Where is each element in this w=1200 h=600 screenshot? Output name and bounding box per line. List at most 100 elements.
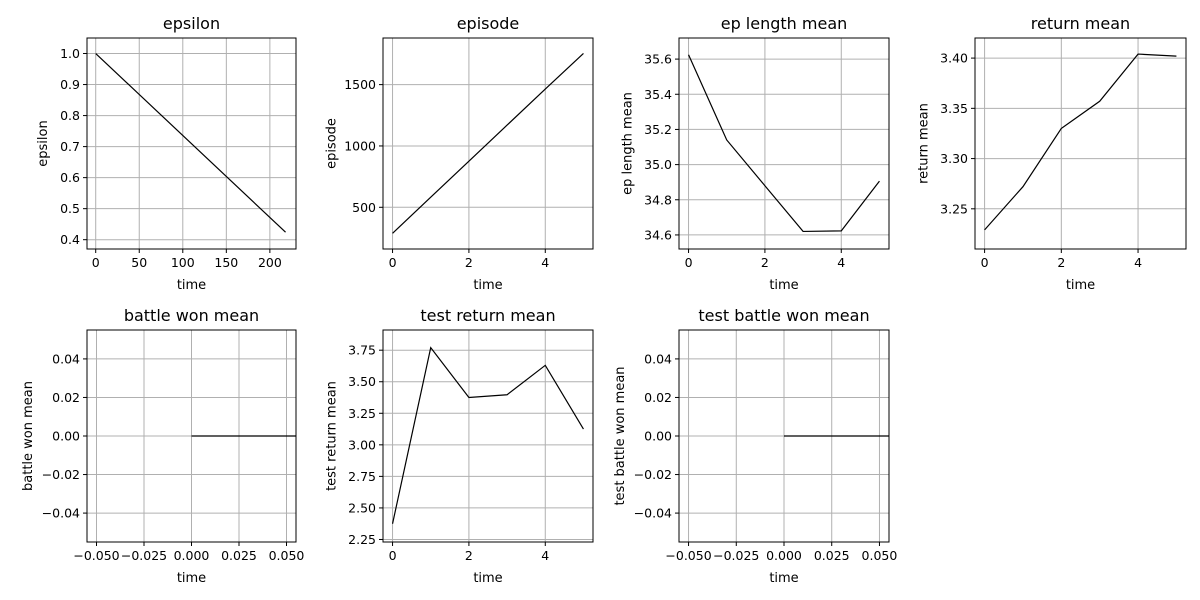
x-tick-label: 2 xyxy=(1057,255,1065,270)
y-tick-label: 2.50 xyxy=(348,500,376,515)
subplot-2: 0 2 4 34.6 34.8 35.0 35.2 35.4 35.6 ep length mea… xyxy=(620,14,890,293)
y-tick-label: −0.02 xyxy=(42,467,80,482)
axes-frame xyxy=(678,37,890,250)
axes-frame xyxy=(86,37,297,250)
x-tick-label: 0 xyxy=(92,255,100,270)
x-tick-label: 100 xyxy=(171,255,195,270)
y-tick-label: 0.04 xyxy=(52,351,80,366)
x-tick-label: 150 xyxy=(214,255,238,270)
axes-frame xyxy=(974,37,1187,250)
subplot-4: −0.050 −0.025 0.000 0.025 0.050 −0.04 −0.02 0.0… xyxy=(21,306,304,586)
x-tick-label: 4 xyxy=(541,548,549,563)
x-tick-label: 0.025 xyxy=(221,548,257,563)
subplot-6: −0.050 −0.025 0.000 0.025 0.050 −0.04 −0.02 0.0… xyxy=(613,306,897,586)
y-axis-label: test battle won mean xyxy=(613,366,628,505)
x-tick-label: −0.050 xyxy=(73,548,119,563)
y-tick-label: 3.75 xyxy=(348,343,376,358)
x-tick-label: 4 xyxy=(541,255,549,270)
x-axis-label: time xyxy=(177,278,206,293)
axes-frame xyxy=(382,329,594,543)
y-tick-label: 1.0 xyxy=(60,46,80,61)
y-tick-label: 0.00 xyxy=(52,429,80,444)
x-tick-label: 2 xyxy=(761,255,769,270)
subplot-title: ep length mean xyxy=(721,14,848,33)
y-tick-label: 2.75 xyxy=(348,469,376,484)
x-axis-label: time xyxy=(769,571,798,586)
x-tick-label: 2 xyxy=(465,255,473,270)
series-line xyxy=(984,53,1177,231)
y-tick-label: 0.6 xyxy=(60,170,80,185)
y-tick-label: 0.5 xyxy=(60,201,80,216)
y-tick-label: −0.04 xyxy=(634,506,672,521)
axes-frame xyxy=(382,37,594,250)
series-line xyxy=(392,53,584,234)
x-tick-label: 50 xyxy=(131,255,147,270)
x-axis-label: time xyxy=(769,278,798,293)
x-tick-label: 0.050 xyxy=(269,548,305,563)
x-tick-label: −0.050 xyxy=(665,548,711,563)
y-tick-label: 0.02 xyxy=(644,390,672,405)
y-tick-label: 3.25 xyxy=(348,406,376,421)
x-tick-label: −0.025 xyxy=(713,548,759,563)
y-tick-label: 0.7 xyxy=(60,139,80,154)
y-tick-label: −0.02 xyxy=(634,467,672,482)
y-tick-label: 34.8 xyxy=(644,192,672,207)
x-axis-label: time xyxy=(473,278,502,293)
y-tick-label: 500 xyxy=(352,200,376,215)
x-tick-label: 0 xyxy=(389,255,397,270)
subplot-title: battle won mean xyxy=(124,306,259,325)
x-axis-label: time xyxy=(177,571,206,586)
series-line xyxy=(688,54,880,233)
subplot-3: 0 2 4 3.25 3.30 3.35 3.40 return mean time return… xyxy=(916,14,1187,293)
y-tick-label: −0.04 xyxy=(42,506,80,521)
y-tick-label: 0.04 xyxy=(644,351,672,366)
y-axis-label: episode xyxy=(324,118,339,169)
x-tick-label: 0.000 xyxy=(174,548,210,563)
y-axis-label: return mean xyxy=(916,103,931,184)
y-tick-label: 35.2 xyxy=(644,122,672,137)
series-line xyxy=(95,53,286,233)
y-tick-label: 0.8 xyxy=(60,108,80,123)
y-tick-label: 35.6 xyxy=(644,52,672,67)
x-tick-label: 0 xyxy=(389,548,397,563)
y-axis-label: test return mean xyxy=(324,381,339,491)
x-tick-label: 0.000 xyxy=(766,548,802,563)
y-tick-label: 3.40 xyxy=(940,51,968,66)
x-tick-label: 200 xyxy=(258,255,282,270)
x-tick-label: 4 xyxy=(837,255,845,270)
y-tick-label: 1000 xyxy=(344,138,376,153)
y-tick-label: 3.30 xyxy=(940,151,968,166)
x-tick-label: −0.025 xyxy=(121,548,167,563)
y-tick-label: 3.25 xyxy=(940,201,968,216)
subplot-0: 0 50 100 150 200 0.4 0.5 0.6 0.7 0.8 0.9 1.0 epsilon… xyxy=(36,14,297,293)
subplot-5: 0 2 4 2.25 2.50 2.75 3.00 3.25 3.50 3.75 test retu… xyxy=(324,306,594,586)
x-tick-label: 2 xyxy=(465,548,473,563)
subplot-title: return mean xyxy=(1031,14,1130,33)
y-tick-label: 35.0 xyxy=(644,157,672,172)
y-tick-label: 2.25 xyxy=(348,532,376,547)
y-axis-label: battle won mean xyxy=(21,381,36,491)
x-tick-label: 4 xyxy=(1134,255,1142,270)
y-tick-label: 3.00 xyxy=(348,437,376,452)
y-tick-label: 3.35 xyxy=(940,101,968,116)
y-tick-label: 0.00 xyxy=(644,429,672,444)
x-tick-label: 0.050 xyxy=(862,548,898,563)
y-axis-label: ep length mean xyxy=(620,92,635,195)
series-line xyxy=(391,346,584,524)
subplot-1: 0 2 4 500 1000 1500 episode time episode xyxy=(324,14,594,293)
subplot-title: test return mean xyxy=(420,306,555,325)
x-axis-label: time xyxy=(1066,278,1095,293)
x-tick-label: 0 xyxy=(685,255,693,270)
subplot-title: test battle won mean xyxy=(698,306,869,325)
y-tick-label: 3.50 xyxy=(348,374,376,389)
y-tick-label: 0.02 xyxy=(52,390,80,405)
x-tick-label: 0.025 xyxy=(814,548,850,563)
subplot-title: episode xyxy=(457,14,520,33)
y-tick-label: 35.4 xyxy=(644,87,672,102)
y-tick-label: 1500 xyxy=(344,77,376,92)
x-tick-label: 0 xyxy=(981,255,989,270)
y-axis-label: epsilon xyxy=(36,120,51,166)
y-tick-label: 0.4 xyxy=(60,232,80,247)
x-axis-label: time xyxy=(473,571,502,586)
